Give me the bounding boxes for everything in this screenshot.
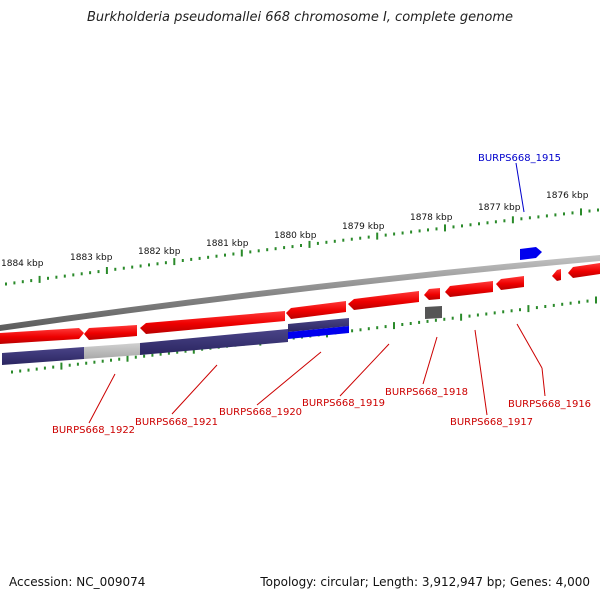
- chromosome-backbone: [0, 255, 600, 331]
- gene-label-1920[interactable]: BURPS668_1920: [219, 407, 302, 418]
- gene-label-1921[interactable]: BURPS668_1921: [135, 417, 218, 428]
- gene-label-1915[interactable]: BURPS668_1915: [478, 153, 561, 164]
- leader-1917: [474, 329, 488, 416]
- scale-label-1880: 1880 kbp: [274, 231, 317, 241]
- gene-feature-1918-forward[interactable]: [348, 291, 419, 310]
- gene-feature-1914-forward[interactable]: [568, 263, 600, 278]
- gene-feature-1920-forward[interactable]: [140, 311, 285, 334]
- label-leader-lines: [88, 162, 546, 424]
- gene-feature-1919-forward[interactable]: [286, 301, 346, 319]
- gene-feature-1922-reverse[interactable]: [2, 347, 84, 365]
- leader-1921: [171, 364, 218, 415]
- leader-1920: [256, 351, 322, 406]
- forward-strand-genes: [0, 263, 600, 344]
- leader-1919: [339, 343, 390, 397]
- gene-feature-1920-reverse[interactable]: [140, 329, 288, 355]
- accession-text: Accession: NC_009074: [9, 575, 146, 589]
- gene-feature-1916-forward[interactable]: [496, 276, 524, 290]
- gene-feature-1917a-forward[interactable]: [424, 288, 440, 300]
- scale-label-1884: 1884 kbp: [1, 259, 44, 269]
- gene-feature-1915b-forward[interactable]: [552, 269, 561, 281]
- gene-feature-1917-forward[interactable]: [445, 281, 493, 297]
- gene-labels: BURPS668_1922 BURPS668_1921 BURPS668_192…: [52, 153, 591, 436]
- scale-label-1878: 1878 kbp: [410, 213, 453, 223]
- reverse-strand-genes: [2, 247, 542, 365]
- gene-label-1916[interactable]: BURPS668_1916: [508, 399, 591, 410]
- scale-label-1882: 1882 kbp: [138, 247, 181, 257]
- gene-feature-1921-reverse[interactable]: [84, 343, 140, 359]
- scale-label-1879: 1879 kbp: [342, 222, 385, 232]
- gene-label-1918[interactable]: BURPS668_1918: [385, 387, 468, 398]
- gene-feature-1922-forward[interactable]: [0, 328, 84, 344]
- gene-feature-1919-reverse[interactable]: [288, 326, 349, 339]
- scale-label-1881: 1881 kbp: [206, 239, 249, 249]
- gene-label-1917[interactable]: BURPS668_1917: [450, 417, 533, 428]
- outer-tick-scale: [5, 208, 599, 286]
- leader-1916: [516, 323, 543, 369]
- scale-label-1877: 1877 kbp: [478, 203, 521, 213]
- gene-label-1919[interactable]: BURPS668_1919: [302, 398, 385, 409]
- leader-1915: [515, 162, 525, 213]
- leader-1916b: [541, 367, 546, 397]
- genome-summary-text: Topology: circular; Length: 3,912,947 bp…: [260, 575, 590, 589]
- gene-feature-1921-forward[interactable]: [84, 325, 137, 340]
- leader-1922: [88, 373, 116, 424]
- scale-label-1883: 1883 kbp: [70, 253, 113, 263]
- gene-feature-1915-selected[interactable]: [520, 247, 542, 260]
- scale-labels: 1884 kbp 1883 kbp 1882 kbp 1881 kbp 1880…: [1, 191, 589, 269]
- scale-label-1876: 1876 kbp: [546, 191, 589, 201]
- map-title: Burkholderia pseudomallei 668 chromosome…: [86, 10, 514, 25]
- gene-feature-1920b-reverse[interactable]: [288, 318, 349, 332]
- leader-1918: [422, 336, 438, 385]
- gene-feature-1918-reverse[interactable]: [425, 306, 442, 319]
- gene-label-1922[interactable]: BURPS668_1922: [52, 425, 135, 436]
